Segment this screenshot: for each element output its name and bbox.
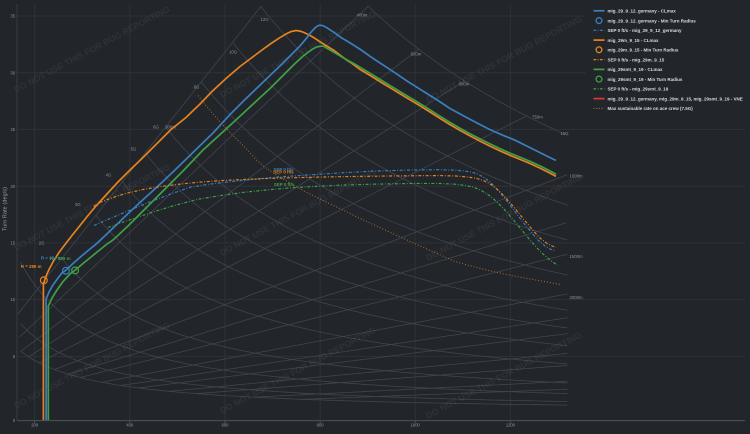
svg-text:35: 35	[10, 14, 15, 19]
svg-text:300m: 300m	[165, 125, 176, 130]
svg-text:SEP 0 ft/s: SEP 0 ft/s	[273, 170, 294, 175]
svg-text:1200: 1200	[506, 422, 516, 427]
svg-text:1500m: 1500m	[570, 254, 584, 259]
svg-text:400: 400	[126, 422, 134, 427]
svg-text:20: 20	[10, 184, 15, 189]
svg-text:4G: 4G	[106, 172, 112, 177]
svg-text:400m: 400m	[357, 13, 368, 18]
svg-text:800: 800	[317, 422, 325, 427]
svg-text:mig_29m_9_15 - CLmax: mig_29m_9_15 - CLmax	[608, 38, 660, 43]
svg-text:mig_29smt_9_19 - CLmax: mig_29smt_9_19 - CLmax	[608, 67, 664, 72]
svg-text:750m: 750m	[532, 115, 543, 120]
svg-text:SEP 0 ft/s: SEP 0 ft/s	[274, 182, 295, 187]
svg-text:16G: 16G	[561, 131, 570, 136]
svg-text:600: 600	[222, 422, 230, 427]
svg-text:25: 25	[10, 127, 15, 132]
svg-text:10G: 10G	[229, 50, 238, 55]
svg-text:10: 10	[10, 297, 15, 302]
svg-text:mig_29smt_9_19 - Min Turn Radi: mig_29smt_9_19 - Min Turn Radius	[608, 77, 683, 82]
svg-text:Max sustainable rate on ace cr: Max sustainable rate on ace crew (7.5G)	[608, 106, 694, 111]
svg-text:1000m: 1000m	[570, 174, 584, 179]
svg-text:SEP 0 ft/s - mig_29smt_9_19: SEP 0 ft/s - mig_29smt_9_19	[608, 87, 669, 92]
svg-text:6G: 6G	[153, 125, 159, 130]
svg-text:0: 0	[13, 418, 16, 423]
svg-text:12G: 12G	[260, 17, 269, 22]
svg-text:mig_29_9_12_germany, mig_29m_9: mig_29_9_12_germany, mig_29m_9_15, mig_2…	[608, 96, 743, 101]
svg-text:200: 200	[31, 422, 39, 427]
svg-text:R = 304 m: R = 304 m	[41, 256, 62, 261]
svg-text:1000: 1000	[411, 422, 421, 427]
svg-text:SEP 0 ft/s - mig_29_9_12_germa: SEP 0 ft/s - mig_29_9_12_germany	[608, 28, 682, 33]
svg-text:2000m: 2000m	[570, 295, 584, 300]
svg-text:mig_29_9_12_germany - CLmax: mig_29_9_12_germany - CLmax	[608, 9, 677, 14]
svg-text:8G: 8G	[194, 85, 200, 90]
svg-text:R = 289 m: R = 289 m	[21, 264, 42, 269]
svg-text:30: 30	[10, 70, 15, 75]
svg-text:500m: 500m	[411, 52, 422, 57]
svg-text:SEP 0 ft/s: SEP 0 ft/s	[273, 167, 294, 172]
svg-text:SEP 0 ft/s - mig_29m_9_15: SEP 0 ft/s - mig_29m_9_15	[608, 57, 665, 62]
svg-text:3G: 3G	[75, 202, 81, 207]
svg-text:5: 5	[13, 354, 16, 359]
svg-text:mig_29_9_12_germany - Min Turn: mig_29_9_12_germany - Min Turn Radius	[608, 18, 697, 23]
svg-text:15: 15	[10, 241, 15, 246]
svg-text:mig_29m_9_15 - Min Turn Radius: mig_29m_9_15 - Min Turn Radius	[608, 48, 679, 53]
svg-text:R = 309 m: R = 309 m	[50, 256, 71, 261]
svg-text:5G: 5G	[131, 147, 137, 152]
svg-text:Turn Rate (deg/s): Turn Rate (deg/s)	[3, 187, 9, 231]
svg-text:600m: 600m	[459, 82, 470, 87]
svg-text:2G: 2G	[39, 241, 45, 246]
